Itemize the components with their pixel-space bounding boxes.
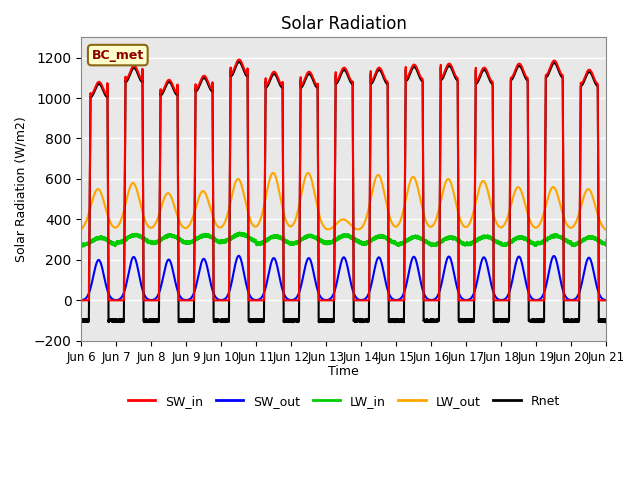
Rnet (172, 91, 179, 96)
LW_in (77, 243, 85, 249)
Line: LW_in: LW_in (81, 232, 607, 246)
Rnet (433, 318, 440, 324)
LW_in (433, 240, 440, 246)
SW_in (461, 298, 469, 303)
SW_in (236, 57, 243, 62)
LW_out (77, 226, 85, 232)
LW_in (603, 237, 611, 242)
LW_in (492, 239, 499, 245)
SW_out (433, 295, 440, 300)
LW_out (324, 227, 332, 232)
SW_out (324, 297, 332, 303)
Rnet (77, 317, 85, 323)
Rnet (492, 318, 499, 324)
LW_out (433, 216, 440, 222)
Rnet (603, 319, 611, 325)
LW_in (79, 243, 87, 249)
LW_in (602, 242, 610, 248)
SW_out (172, 280, 179, 286)
LW_out (461, 224, 469, 230)
LW_out (492, 217, 499, 223)
SW_in (603, 298, 611, 303)
Text: BC_met: BC_met (92, 48, 144, 61)
SW_in (602, 298, 610, 303)
LW_out (602, 227, 610, 233)
SW_out (602, 297, 610, 303)
Title: Solar Radiation: Solar Radiation (281, 15, 407, 33)
SW_out (77, 297, 85, 303)
SW_in (492, 298, 499, 303)
LW_out (172, 207, 179, 213)
SW_in (324, 298, 332, 303)
SW_in (433, 298, 440, 303)
SW_out (461, 297, 469, 303)
SW_out (492, 293, 499, 299)
Rnet (324, 317, 332, 323)
LW_in (236, 229, 243, 235)
Line: Rnet: Rnet (81, 62, 607, 322)
Rnet (602, 317, 610, 323)
Line: LW_out: LW_out (81, 173, 607, 230)
Line: SW_in: SW_in (81, 60, 607, 300)
LW_out (603, 227, 611, 233)
Y-axis label: Solar Radiation (W/m2): Solar Radiation (W/m2) (15, 116, 28, 262)
Rnet (236, 59, 243, 65)
Rnet (461, 318, 469, 324)
Line: SW_out: SW_out (81, 256, 607, 300)
LW_in (461, 241, 469, 247)
SW_in (77, 298, 85, 303)
X-axis label: Time: Time (328, 365, 359, 378)
SW_out (603, 297, 611, 303)
SW_out (235, 253, 243, 259)
LW_in (324, 240, 332, 246)
LW_out (269, 170, 277, 176)
LW_in (172, 234, 179, 240)
SW_in (172, 88, 179, 94)
Rnet (534, 319, 542, 325)
Legend: SW_in, SW_out, LW_in, LW_out, Rnet: SW_in, SW_out, LW_in, LW_out, Rnet (122, 390, 565, 412)
